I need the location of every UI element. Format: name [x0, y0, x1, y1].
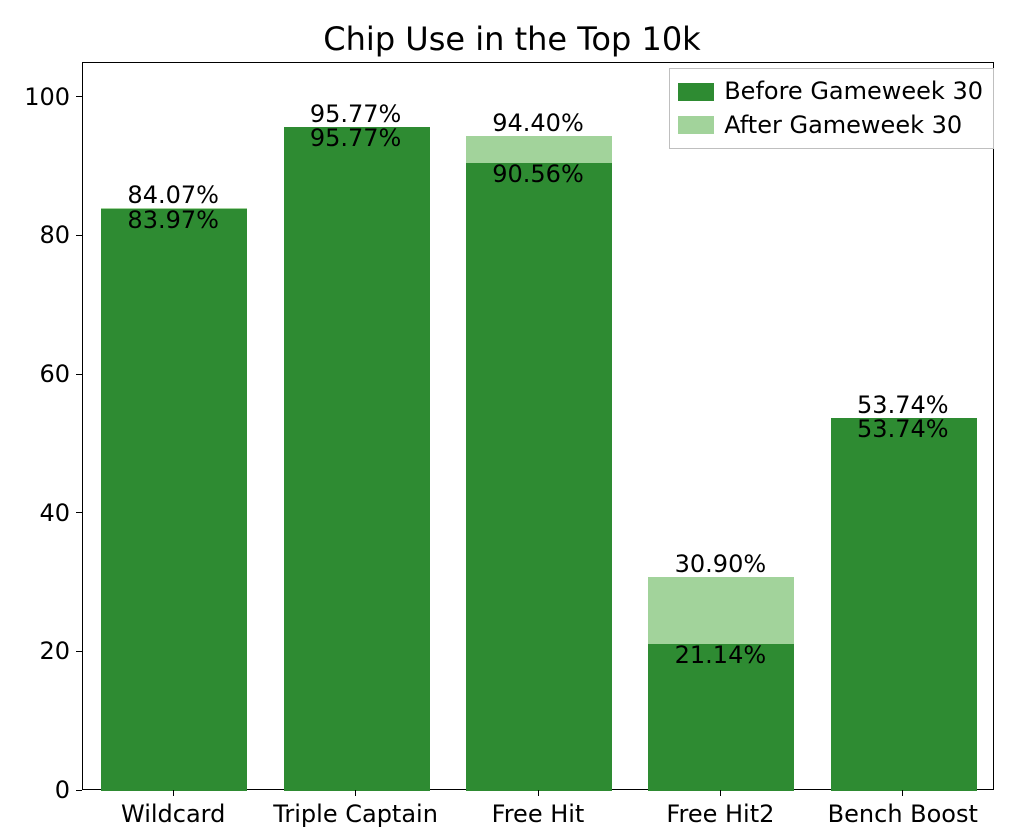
bar-before	[101, 209, 247, 791]
xtick-mark	[173, 790, 174, 796]
ytick-mark	[76, 651, 82, 652]
xtick-label: Free Hit2	[666, 800, 774, 828]
bar-label-before: 53.74%	[857, 415, 949, 443]
legend: Before Gameweek 30After Gameweek 30	[669, 68, 994, 149]
bar-after	[648, 577, 794, 645]
bar-label-total: 30.90%	[675, 550, 767, 578]
bar-before	[466, 163, 612, 791]
ytick-label: 40	[39, 499, 70, 527]
ytick-label: 100	[24, 83, 70, 111]
legend-item: Before Gameweek 30	[678, 75, 983, 109]
bar-label-total: 53.74%	[857, 391, 949, 419]
legend-swatch	[678, 83, 714, 101]
chart-title: Chip Use in the Top 10k	[0, 20, 1024, 58]
ytick-label: 60	[39, 360, 70, 388]
xtick-mark	[355, 790, 356, 796]
xtick-label: Wildcard	[121, 800, 225, 828]
bar-after	[466, 136, 612, 163]
ytick-mark	[76, 374, 82, 375]
legend-swatch	[678, 116, 714, 134]
ytick-mark	[76, 235, 82, 236]
ytick-label: 0	[55, 776, 70, 804]
xtick-label: Triple Captain	[273, 800, 438, 828]
ytick-label: 20	[39, 637, 70, 665]
ytick-mark	[76, 96, 82, 97]
xtick-label: Bench Boost	[828, 800, 978, 828]
bar-label-before: 83.97%	[127, 206, 219, 234]
legend-label: Before Gameweek 30	[724, 75, 983, 109]
bar-label-before: 90.56%	[492, 160, 584, 188]
xtick-mark	[902, 790, 903, 796]
figure: Chip Use in the Top 10k Before Gameweek …	[0, 0, 1024, 840]
ytick-label: 80	[39, 221, 70, 249]
bar-label-before: 21.14%	[675, 641, 767, 669]
xtick-mark	[720, 790, 721, 796]
bar-label-total: 84.07%	[127, 181, 219, 209]
xtick-label: Free Hit	[492, 800, 585, 828]
legend-item: After Gameweek 30	[678, 109, 983, 143]
ytick-mark	[76, 512, 82, 513]
bar-label-before: 95.77%	[310, 124, 402, 152]
bar-before	[831, 418, 977, 791]
bar-label-total: 95.77%	[310, 100, 402, 128]
ytick-mark	[76, 790, 82, 791]
bar-label-total: 94.40%	[492, 109, 584, 137]
xtick-mark	[538, 790, 539, 796]
bar-before	[284, 127, 430, 791]
legend-label: After Gameweek 30	[724, 109, 962, 143]
